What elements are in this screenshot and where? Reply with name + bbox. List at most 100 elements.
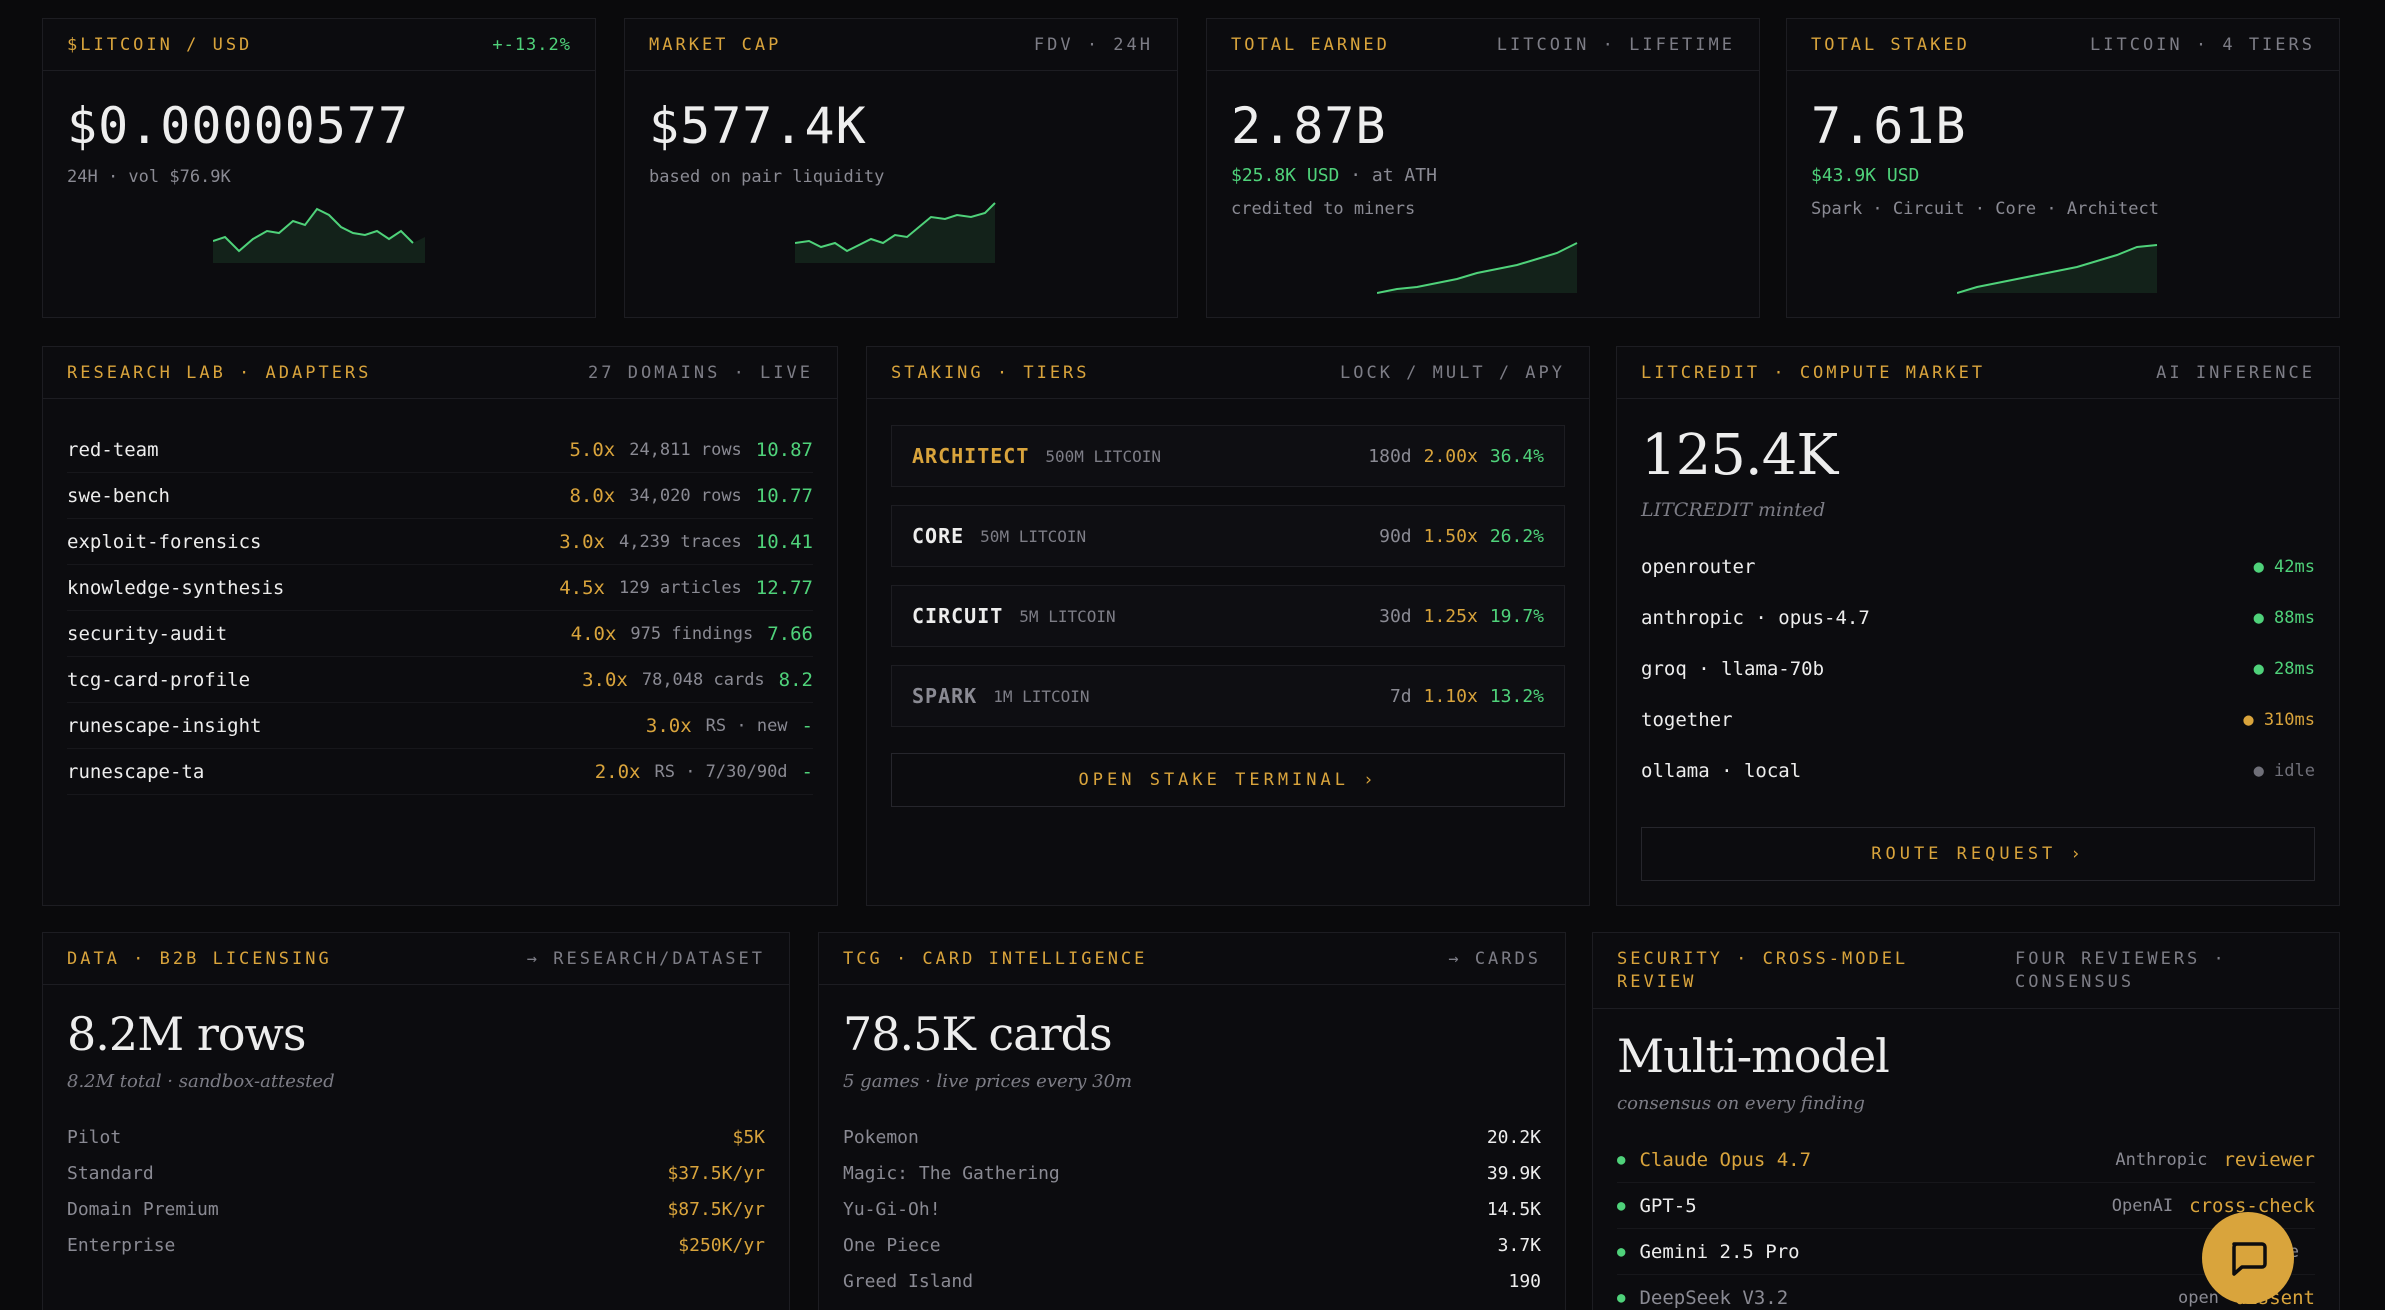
chat-button[interactable] [2202, 1212, 2294, 1304]
tier-lock: 90d [1379, 525, 1412, 547]
title-line-2: REVIEW [1617, 971, 1697, 992]
provider-row[interactable]: groq · llama-70b ● 28ms [1641, 651, 2315, 687]
provider-row[interactable]: together ● 310ms [1641, 702, 2315, 738]
price-sub: 24H · vol $76.9K [67, 167, 231, 187]
adapter-info: 78,048 cards [641, 669, 765, 690]
adapter-stats: 5.0x 24,811 rows 10.87 [569, 439, 813, 461]
adapter-stats: 4.5x 129 articles 12.77 [559, 577, 813, 599]
tcg-panel: TCG · CARD INTELLIGENCE → CARDS 78.5K car… [818, 932, 1566, 1310]
adapter-name: exploit-forensics [67, 530, 262, 553]
tier-mult: 1.25x [1423, 605, 1478, 627]
status-dot-icon: ● [1617, 1197, 1626, 1214]
card-meta: LITCOIN · LIFETIME [1496, 34, 1735, 55]
panel-meta[interactable]: → CARDS [1448, 948, 1541, 969]
tier-lock: 30d [1379, 605, 1412, 627]
license-tier-row[interactable]: Pilot $5K [67, 1119, 765, 1155]
security-value: Multi-model [1617, 1029, 1890, 1083]
adapter-score: - [801, 760, 813, 783]
adapter-name: tcg-card-profile [67, 668, 251, 691]
adapter-row[interactable]: swe-bench 8.0x 34,020 rows 10.77 [67, 473, 813, 519]
earned-sub2: credited to miners [1231, 199, 1416, 219]
license-tier-row[interactable]: Domain Premium $87.5K/yr [67, 1191, 765, 1227]
tcg-game-name: Magic: The Gathering [843, 1162, 1060, 1184]
panel-meta: FOUR REVIEWERS · CONSENSUS [2015, 948, 2315, 994]
price-sparkline [213, 207, 425, 263]
provider-row[interactable]: anthropic · opus-4.7 ● 88ms [1641, 600, 2315, 636]
tcg-game-name: Greed Island [843, 1270, 974, 1292]
tcg-game-row[interactable]: Yu-Gi-Oh! 14.5K [843, 1191, 1541, 1227]
tcg-game-name: Yu-Gi-Oh! [843, 1198, 941, 1220]
staking-panel: STAKING · TIERS LOCK / MULT / APY ARCHITE… [866, 346, 1590, 906]
tier-name: CIRCUIT [912, 604, 1004, 628]
tier-amount: 50M LITCOIN [980, 526, 1087, 546]
adapter-score: 10.77 [755, 484, 813, 507]
title-line-1: SECURITY · CROSS-MODEL [1617, 948, 1909, 969]
panel-meta[interactable]: → RESEARCH/DATASET [526, 948, 765, 969]
tier-amount: 5M LITCOIN [1019, 606, 1116, 626]
tcg-game-row[interactable]: Magic: The Gathering 39.9K [843, 1155, 1541, 1191]
status-dot-icon: ● [1617, 1289, 1626, 1306]
reviewer-name: Claude Opus 4.7 [1639, 1148, 1812, 1171]
adapter-info: 34,020 rows [629, 485, 742, 506]
tcg-game-row[interactable]: Greed Island 190 [843, 1263, 1541, 1299]
stake-tier-core[interactable]: CORE 50M LITCOIN 90d 1.50x 26.2% [891, 505, 1565, 567]
license-tier-row[interactable]: Enterprise $250K/yr [67, 1227, 765, 1263]
tcg-game-count: 14.5K [1486, 1198, 1541, 1220]
panel-meta: LOCK / MULT / APY [1340, 362, 1565, 383]
adapter-info: 4,239 traces [618, 531, 742, 552]
stake-tier-spark[interactable]: SPARK 1M LITCOIN 7d 1.10x 13.2% [891, 665, 1565, 727]
earned-sub: $25.8K USD · at ATH [1231, 165, 1437, 186]
reviewer-row: ● GPT-5 OpenAI cross-check [1617, 1183, 2315, 1229]
open-stake-terminal-button[interactable]: OPEN STAKE TERMINAL › [891, 753, 1565, 807]
card-title: TOTAL EARNED [1231, 34, 1390, 55]
adapter-row[interactable]: runescape-ta 2.0x RS · 7/30/90d - [67, 749, 813, 795]
staked-usd: $43.9K USD [1811, 165, 1920, 186]
adapter-row[interactable]: exploit-forensics 3.0x 4,239 traces 10.41 [67, 519, 813, 565]
panel-title: TCG · CARD INTELLIGENCE [843, 948, 1148, 969]
license-tier-name: Standard [67, 1162, 154, 1184]
status-dot-icon: ● [1617, 1243, 1626, 1260]
meta-line-1: FOUR REVIEWERS · [2015, 948, 2227, 969]
provider-row[interactable]: ollama · local ● idle [1641, 753, 2315, 789]
panel-title: RESEARCH LAB · ADAPTERS [67, 362, 372, 383]
staked-sub2: Spark · Circuit · Core · Architect [1811, 199, 2159, 219]
adapter-row[interactable]: security-audit 4.0x 975 findings 7.66 [67, 611, 813, 657]
provider-status: ● 42ms [2253, 557, 2315, 577]
route-request-button[interactable]: ROUTE REQUEST › [1641, 827, 2315, 881]
adapter-stats: 3.0x 78,048 cards 8.2 [582, 669, 813, 691]
license-tier-row[interactable]: Standard $37.5K/yr [67, 1155, 765, 1191]
adapter-stats: 4.0x 975 findings 7.66 [571, 623, 813, 645]
license-tier-name: Pilot [67, 1126, 122, 1148]
panel-meta: AI INFERENCE [2156, 362, 2315, 383]
reviewer-org: open [2177, 1287, 2219, 1308]
stat-card-price: $LITCOIN / USD +-13.2% $0.00000577 24H · … [42, 18, 596, 318]
stake-tier-architect[interactable]: ARCHITECT 500M LITCOIN 180d 2.00x 36.4% [891, 425, 1565, 487]
provider-name: ollama · local [1641, 760, 1802, 782]
tier-amount: 1M LITCOIN [993, 686, 1090, 706]
tcg-game-count: 3.7K [1497, 1234, 1541, 1256]
tier-lock: 180d [1368, 445, 1412, 467]
provider-name: together [1641, 709, 1733, 731]
adapter-row[interactable]: runescape-insight 3.0x RS · new - [67, 703, 813, 749]
meta-line-2: CONSENSUS [2015, 971, 2135, 992]
card-title: TOTAL STAKED [1811, 34, 1970, 55]
data-licensing-panel: DATA · B2B LICENSING → RESEARCH/DATASET 8… [42, 932, 790, 1310]
staked-sparkline [1957, 244, 2158, 294]
stake-tier-circuit[interactable]: CIRCUIT 5M LITCOIN 30d 1.25x 19.7% [891, 585, 1565, 647]
adapter-row[interactable]: tcg-card-profile 3.0x 78,048 cards 8.2 [67, 657, 813, 703]
marketcap-sub: based on pair liquidity [649, 167, 885, 187]
data-value: 8.2M rows [67, 1007, 307, 1061]
adapter-mult: 4.5x [559, 576, 605, 599]
provider-row[interactable]: openrouter ● 42ms [1641, 549, 2315, 585]
price-value: $0.00000577 [67, 97, 410, 155]
tcg-game-row[interactable]: Pokemon 20.2K [843, 1119, 1541, 1155]
reviewer-name: Gemini 2.5 Pro [1639, 1240, 1800, 1263]
adapter-row[interactable]: knowledge-synthesis 4.5x 129 articles 12.77 [67, 565, 813, 611]
reviewer-row: ● Claude Opus 4.7 Anthropic reviewer [1617, 1137, 2315, 1183]
adapter-stats: 2.0x RS · 7/30/90d - [595, 761, 813, 783]
adapter-row[interactable]: red-team 5.0x 24,811 rows 10.87 [67, 427, 813, 473]
litcredit-sub: LITCREDIT minted [1641, 499, 1826, 521]
tier-amount: 500M LITCOIN [1045, 446, 1161, 466]
tcg-game-row[interactable]: One Piece 3.7K [843, 1227, 1541, 1263]
litcredit-panel: LITCREDIT · COMPUTE MARKET AI INFERENCE 1… [1616, 346, 2340, 906]
